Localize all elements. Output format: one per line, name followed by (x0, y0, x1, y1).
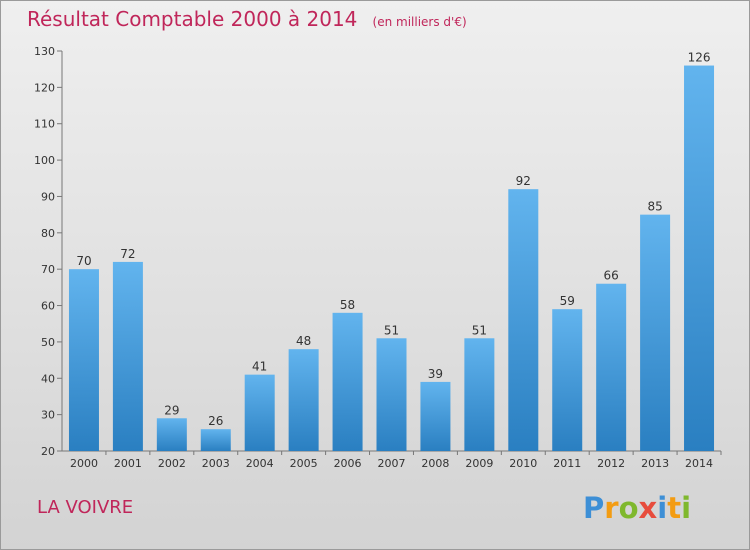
bar-2004 (244, 374, 275, 451)
x-tick-label: 2007 (378, 457, 406, 470)
value-label-2009: 51 (472, 323, 487, 337)
y-tick-label: 120 (34, 81, 55, 94)
value-label-2007: 51 (384, 323, 399, 337)
x-tick-label: 2003 (202, 457, 230, 470)
y-tick-label: 130 (34, 45, 55, 58)
value-label-2000: 70 (76, 254, 91, 268)
bar-2003 (200, 429, 231, 451)
bar-2002 (156, 418, 187, 451)
y-tick-label: 40 (41, 372, 55, 385)
logo-letter: P (583, 491, 605, 525)
bar-2005 (288, 349, 319, 451)
y-tick-label: 20 (41, 445, 55, 458)
bar-2013 (640, 214, 671, 451)
value-label-2013: 85 (647, 200, 662, 214)
y-tick-label: 60 (41, 300, 55, 313)
value-label-2003: 26 (208, 414, 223, 428)
y-tick-label: 80 (41, 227, 55, 240)
x-tick-label: 2011 (553, 457, 581, 470)
x-tick-label: 2014 (685, 457, 713, 470)
commune-name: LA VOIVRE (37, 497, 134, 518)
value-label-2011: 59 (560, 294, 575, 308)
logo-letter: i (657, 491, 668, 525)
value-label-2012: 66 (604, 269, 619, 283)
x-tick-label: 2013 (641, 457, 669, 470)
value-label-2010: 92 (516, 174, 531, 188)
y-tick-label: 110 (34, 118, 55, 131)
bar-2007 (376, 338, 407, 451)
x-tick-label: 2001 (114, 457, 142, 470)
bar-2001 (112, 261, 143, 451)
value-label-2001: 72 (120, 247, 135, 261)
value-label-2006: 58 (340, 298, 355, 312)
value-label-2004: 41 (252, 360, 267, 374)
bar-2008 (420, 381, 451, 451)
logo-letter: r (604, 491, 619, 525)
bar-2010 (508, 189, 539, 451)
title-row: Résultat Comptable 2000 à 2014 (en milli… (27, 7, 467, 31)
bar-2012 (596, 283, 627, 451)
y-tick-label: 70 (41, 263, 55, 276)
x-tick-label: 2002 (158, 457, 186, 470)
value-label-2002: 29 (164, 403, 179, 417)
logo-letter: t (667, 491, 682, 525)
bar-2014 (684, 65, 715, 451)
value-label-2014: 126 (688, 51, 711, 65)
x-tick-label: 2006 (334, 457, 362, 470)
y-tick-label: 30 (41, 409, 55, 422)
logo-letter: x (638, 491, 658, 525)
y-tick-label: 50 (41, 336, 55, 349)
bar-2000 (68, 269, 99, 451)
x-tick-label: 2008 (421, 457, 449, 470)
y-tick-label: 90 (41, 190, 55, 203)
chart-title: Résultat Comptable 2000 à 2014 (27, 7, 358, 31)
logo-letter: i (681, 491, 692, 525)
proxiti-logo: Proxiti (583, 491, 691, 525)
y-tick-label: 100 (34, 154, 55, 167)
chart-subtitle: (en milliers d'€) (372, 15, 467, 29)
bar-2011 (552, 309, 583, 451)
bar-2006 (332, 312, 363, 451)
x-tick-label: 2010 (509, 457, 537, 470)
x-tick-label: 2004 (246, 457, 274, 470)
x-tick-label: 2012 (597, 457, 625, 470)
bar-2009 (464, 338, 495, 451)
logo-letter: o (618, 491, 639, 525)
value-label-2005: 48 (296, 334, 311, 348)
x-tick-label: 2009 (465, 457, 493, 470)
value-label-2008: 39 (428, 367, 443, 381)
x-tick-label: 2005 (290, 457, 318, 470)
x-tick-label: 2000 (70, 457, 98, 470)
